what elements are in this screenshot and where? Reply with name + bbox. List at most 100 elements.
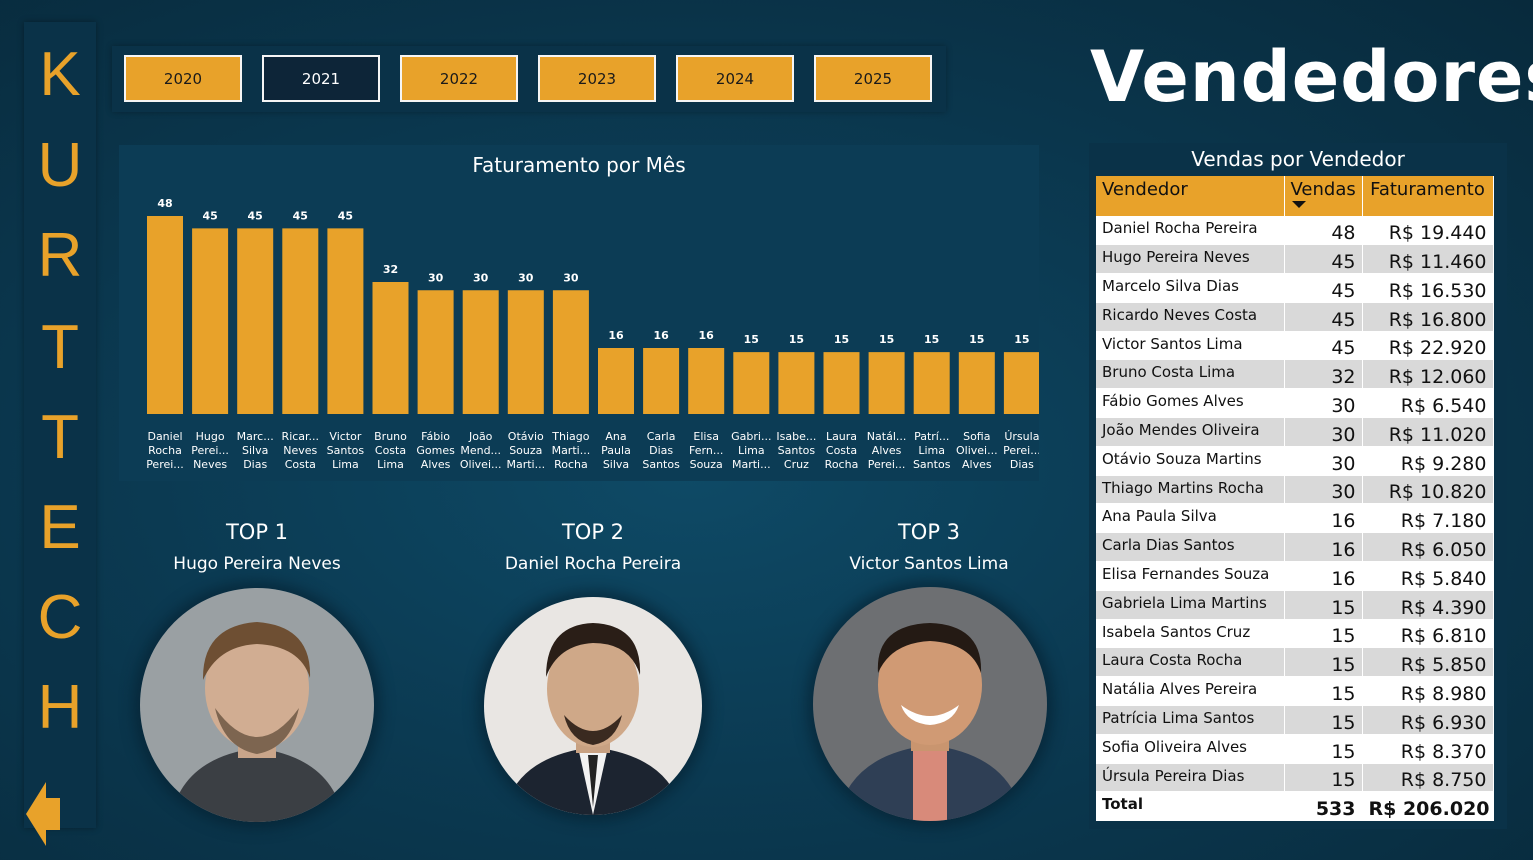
table-row[interactable]: Ricardo Neves Costa 45 R$ 16.800 [1096, 302, 1494, 332]
bar[interactable] [372, 282, 409, 414]
top2-name: Daniel Rocha Pereira [504, 554, 682, 574]
x-tick-label: Olivei... [460, 458, 502, 471]
bar-data-label: 32 [383, 263, 398, 276]
x-tick-label: Mend... [460, 444, 501, 457]
cell-vendas: 45 [1284, 273, 1363, 303]
back-arrow-icon[interactable] [24, 778, 64, 850]
x-tick-label: Rocha [554, 458, 588, 471]
table-row[interactable]: Úrsula Pereira Dias 15 R$ 8.750 [1096, 763, 1494, 793]
x-tick-label: Marti... [732, 458, 771, 471]
table-row[interactable]: Elisa Fernandes Souza 16 R$ 5.840 [1096, 561, 1494, 591]
cell-vendedor: Isabela Santos Cruz [1096, 619, 1285, 649]
cell-vendedor: João Mendes Oliveira [1096, 417, 1285, 447]
header-faturamento[interactable]: Faturamento [1362, 176, 1494, 216]
bar[interactable] [462, 290, 499, 414]
cell-vendas: 15 [1284, 590, 1363, 620]
x-tick-label: Dias [1010, 458, 1034, 471]
bar[interactable] [868, 352, 905, 414]
x-tick-label: Daniel [147, 430, 182, 443]
x-tick-label: Paula [601, 444, 631, 457]
x-tick-label: Souza [509, 444, 542, 457]
x-tick-label: Santos [327, 444, 365, 457]
cell-vendas: 48 [1284, 216, 1363, 246]
table-row[interactable]: Sofia Oliveira Alves 15 R$ 8.370 [1096, 734, 1494, 764]
cell-vendas: 15 [1284, 619, 1363, 649]
sales-table-card: Vendas por Vendedor Vendedor Vendas Fatu… [1089, 143, 1507, 829]
bar[interactable] [147, 216, 183, 414]
bar[interactable] [643, 348, 680, 414]
bar-data-label: 48 [157, 197, 172, 210]
bar[interactable] [958, 352, 995, 414]
bar-data-label: 15 [924, 333, 939, 346]
x-tick-label: Dias [649, 444, 673, 457]
cell-vendedor: Carla Dias Santos [1096, 532, 1285, 563]
table-row[interactable]: Laura Costa Rocha 15 R$ 5.850 [1096, 647, 1494, 678]
table-row[interactable]: Bruno Costa Lima 32 R$ 12.060 [1096, 359, 1494, 390]
x-tick-label: Lima [918, 444, 945, 457]
table-row[interactable]: Daniel Rocha Pereira 48 R$ 19.440 [1096, 216, 1494, 246]
year-button-2020[interactable]: 2020 [124, 55, 242, 102]
bar[interactable] [913, 352, 950, 414]
bar-data-label: 45 [338, 209, 353, 222]
table-row[interactable]: Thiago Martins Rocha 30 R$ 10.820 [1096, 475, 1494, 505]
x-tick-label: Gabri... [731, 430, 771, 443]
x-tick-label: Perei... [868, 458, 906, 471]
bar[interactable] [327, 228, 364, 414]
table-row[interactable]: Marcelo Silva Dias 45 R$ 16.530 [1096, 273, 1494, 303]
bar[interactable] [282, 228, 319, 414]
bar[interactable] [1003, 352, 1039, 414]
bar[interactable] [823, 352, 860, 414]
header-vendas[interactable]: Vendas [1284, 176, 1363, 216]
year-button-2021[interactable]: 2021 [262, 55, 380, 102]
bar[interactable] [417, 290, 454, 414]
table-row[interactable]: Patrícia Lima Santos 15 R$ 6.930 [1096, 705, 1494, 735]
cell-faturamento: R$ 16.530 [1362, 273, 1494, 303]
brand-letter: T [41, 313, 79, 382]
bar[interactable] [598, 348, 634, 414]
year-button-2023[interactable]: 2023 [538, 55, 656, 102]
table-row[interactable]: Natália Alves Pereira 15 R$ 8.980 [1096, 676, 1494, 707]
table-row[interactable]: João Mendes Oliveira 30 R$ 11.020 [1096, 417, 1494, 447]
x-tick-label: Cruz [784, 458, 809, 471]
x-tick-label: Costa [285, 458, 316, 471]
year-button-2024[interactable]: 2024 [676, 55, 794, 102]
table-row[interactable]: Hugo Pereira Neves 45 R$ 11.460 [1096, 244, 1494, 275]
cell-faturamento: R$ 12.060 [1362, 359, 1494, 390]
x-tick-label: Alves [962, 458, 992, 471]
year-button-2025[interactable]: 2025 [814, 55, 932, 102]
x-tick-label: Victor [329, 430, 361, 443]
table-row[interactable]: Gabriela Lima Martins 15 R$ 4.390 [1096, 590, 1494, 620]
table-row[interactable]: Fábio Gomes Alves 30 R$ 6.540 [1096, 388, 1494, 419]
table-row[interactable]: Carla Dias Santos 16 R$ 6.050 [1096, 532, 1494, 563]
bar[interactable] [192, 228, 229, 414]
x-tick-label: Marti... [552, 444, 591, 457]
bar[interactable] [507, 290, 544, 414]
bar[interactable] [237, 228, 274, 414]
table-row[interactable]: Ana Paula Silva 16 R$ 7.180 [1096, 503, 1494, 534]
bar[interactable] [688, 348, 725, 414]
cell-vendas: 30 [1284, 446, 1363, 476]
top3-block: TOP 3 Victor Santos Lima [799, 520, 1059, 574]
brand-sidebar: K U R T T E C H [24, 22, 96, 846]
table-row[interactable]: Victor Santos Lima 45 R$ 22.920 [1096, 331, 1494, 361]
cell-vendedor: Bruno Costa Lima [1096, 359, 1285, 390]
cell-vendedor: Úrsula Pereira Dias [1096, 763, 1285, 793]
bar[interactable] [733, 352, 770, 414]
total-faturamento: R$ 206.020 [1362, 791, 1494, 822]
top3-rank: TOP 3 [897, 520, 961, 544]
bar[interactable] [552, 290, 589, 414]
bar-data-label: 16 [653, 329, 669, 342]
cell-faturamento: R$ 11.020 [1362, 417, 1494, 447]
cell-faturamento: R$ 8.980 [1362, 676, 1494, 707]
header-vendedor[interactable]: Vendedor [1096, 176, 1285, 216]
table-row[interactable]: Otávio Souza Martins 30 R$ 9.280 [1096, 446, 1494, 476]
x-tick-label: Thiago [551, 430, 589, 443]
cell-vendas: 15 [1284, 734, 1363, 764]
bar-data-label: 15 [744, 333, 759, 346]
bar[interactable] [778, 352, 815, 414]
x-tick-label: Carla [647, 430, 676, 443]
x-tick-label: Bruno [374, 430, 407, 443]
table-row[interactable]: Isabela Santos Cruz 15 R$ 6.810 [1096, 619, 1494, 649]
cell-faturamento: R$ 22.920 [1362, 331, 1494, 361]
year-button-2022[interactable]: 2022 [400, 55, 518, 102]
